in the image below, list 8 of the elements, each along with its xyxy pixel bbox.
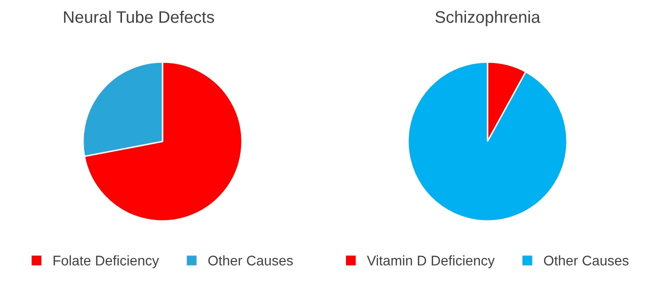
chart-title: Schizophrenia bbox=[435, 10, 540, 26]
pie-slice bbox=[84, 61, 243, 222]
legend-label: Other Causes bbox=[208, 255, 293, 266]
legend-label: Vitamin D Deficiency bbox=[366, 255, 495, 268]
legend-label: Folate Deficiency bbox=[54, 255, 160, 268]
chart-title: Neural Tube Defects bbox=[64, 10, 214, 23]
legend-label: Other Causes bbox=[544, 255, 629, 266]
pie-slice bbox=[407, 61, 568, 222]
